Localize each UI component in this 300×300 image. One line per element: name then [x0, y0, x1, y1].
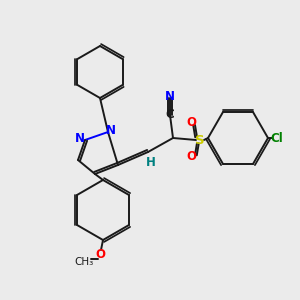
Text: N: N — [75, 133, 85, 146]
Text: O: O — [186, 116, 196, 128]
Text: C: C — [166, 107, 174, 121]
Text: O: O — [95, 248, 105, 262]
Text: O: O — [186, 149, 196, 163]
Text: CH₃: CH₃ — [74, 257, 94, 267]
Text: N: N — [106, 124, 116, 137]
Text: Cl: Cl — [271, 131, 284, 145]
Text: N: N — [165, 91, 175, 103]
Text: S: S — [195, 134, 205, 146]
Text: H: H — [146, 157, 156, 169]
